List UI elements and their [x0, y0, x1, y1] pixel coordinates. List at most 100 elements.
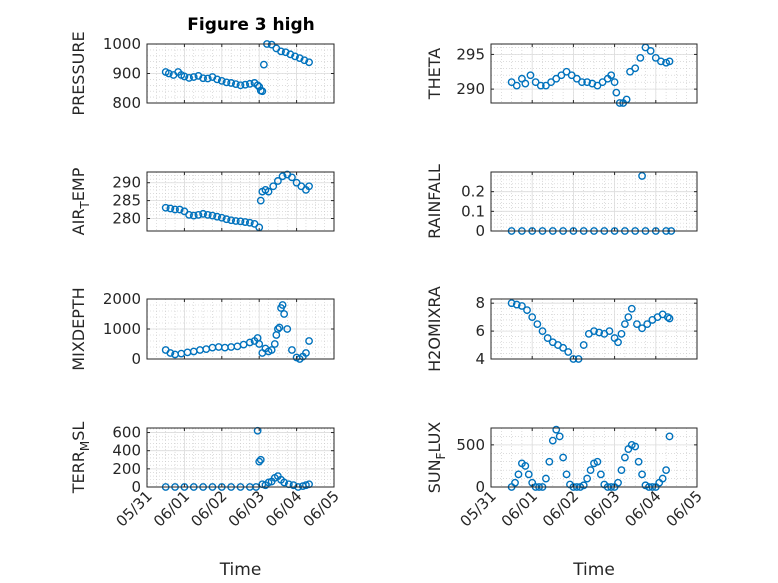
data-point: [533, 320, 542, 329]
data-point: [657, 57, 665, 66]
data-point: [245, 338, 254, 347]
data-point: [227, 216, 236, 225]
data-point: [646, 47, 655, 55]
data-point: [291, 52, 299, 61]
x-axis-label: Time: [572, 560, 615, 580]
x-tick-label: 06/05: [663, 487, 706, 530]
data-point: [286, 50, 295, 59]
x-tick-label: 06/01: [150, 487, 193, 530]
data-point: [521, 79, 530, 88]
data-point: [217, 213, 226, 222]
data-point: [231, 80, 240, 89]
data-point: [547, 78, 555, 87]
x-axis-label: Time: [219, 560, 262, 580]
data-point: [552, 425, 561, 434]
data-point: [665, 432, 674, 441]
data-point: [256, 455, 265, 464]
y-tick-label: 800: [112, 94, 141, 112]
data-point: [578, 78, 586, 87]
x-tick-label: 06/04: [621, 487, 664, 530]
data-point: [512, 81, 521, 90]
data-point: [633, 320, 641, 329]
data-point: [222, 78, 231, 87]
data-point: [275, 323, 284, 332]
data-point: [278, 301, 287, 309]
y-tick-label: 6: [475, 322, 485, 340]
panel-rainfall-3: 0 0.10.2 RAINFALL: [425, 164, 698, 240]
data-point: [267, 40, 276, 49]
y-tick-label: 500: [456, 436, 485, 454]
y-tick-label: 0.1: [461, 202, 485, 220]
data-point: [512, 300, 521, 309]
data-point: [185, 74, 193, 82]
y-axis-label: PRESSURE: [69, 31, 88, 115]
y-axis-label: TERRMSL: [69, 422, 92, 495]
data-point: [543, 334, 552, 342]
y-tick-label: 0: [131, 350, 141, 368]
data-point: [596, 470, 605, 479]
data-point: [617, 466, 626, 475]
y-tick-label: 285: [112, 192, 141, 210]
data-point: [305, 337, 313, 345]
y-tick-label: 1000: [103, 35, 141, 53]
data-point: [572, 74, 581, 83]
data-point: [175, 205, 184, 214]
y-axis-label: H2OMIXRA: [425, 286, 444, 372]
data-point: [196, 346, 204, 354]
data-point: [222, 215, 231, 224]
data-point: [255, 340, 264, 348]
x-tick-label: 06/05: [300, 487, 343, 530]
y-tick-label: 280: [112, 209, 141, 227]
data-point: [617, 329, 626, 338]
data-point: [593, 81, 602, 90]
data-point: [624, 313, 633, 322]
data-point: [236, 81, 245, 90]
y-axis-label: THETA: [425, 48, 444, 100]
data-point: [586, 466, 595, 475]
data-point: [614, 338, 622, 347]
data-point: [548, 436, 557, 445]
data-point: [288, 346, 296, 354]
data-point: [590, 327, 598, 335]
data-point: [665, 314, 674, 323]
data-point: [663, 313, 672, 322]
data-point: [241, 218, 250, 226]
data-point: [631, 64, 640, 73]
data-point: [631, 442, 640, 451]
figure-title: Figure 3 high: [187, 15, 315, 35]
data-point: [305, 182, 313, 191]
panel-h2omixra-5: 4 6 8 H2OMIXRA: [425, 286, 698, 372]
data-point: [567, 71, 576, 80]
data-point: [521, 462, 530, 470]
data-point: [634, 457, 643, 466]
data-point: [621, 453, 629, 462]
data-point: [280, 310, 289, 318]
data-point: [189, 73, 198, 81]
panel-sun-7: 050005/3106/0106/0206/0306/0406/05TimeSU…: [425, 422, 706, 580]
data-point: [524, 470, 533, 479]
data-point: [523, 306, 531, 315]
data-point: [273, 177, 282, 185]
data-point: [255, 457, 264, 466]
data-point: [507, 299, 516, 308]
data-point: [538, 327, 547, 335]
data-point: [555, 432, 564, 441]
data-point: [655, 478, 664, 487]
data-point: [610, 78, 619, 87]
data-point: [202, 345, 211, 353]
data-point: [245, 79, 254, 88]
data-point: [595, 328, 604, 337]
data-point: [636, 53, 645, 62]
data-point: [283, 325, 292, 333]
panel-mixdepth-4: 0 1000 2000 MIXDEPTH: [69, 287, 335, 371]
data-point: [273, 325, 282, 333]
data-point: [189, 211, 198, 220]
data-point: [583, 474, 592, 483]
y-tick-label: 0: [131, 478, 141, 496]
data-point: [213, 212, 222, 221]
data-point: [658, 474, 667, 483]
y-tick-label: 4: [475, 350, 485, 368]
data-point: [662, 466, 670, 475]
data-point: [607, 71, 616, 80]
